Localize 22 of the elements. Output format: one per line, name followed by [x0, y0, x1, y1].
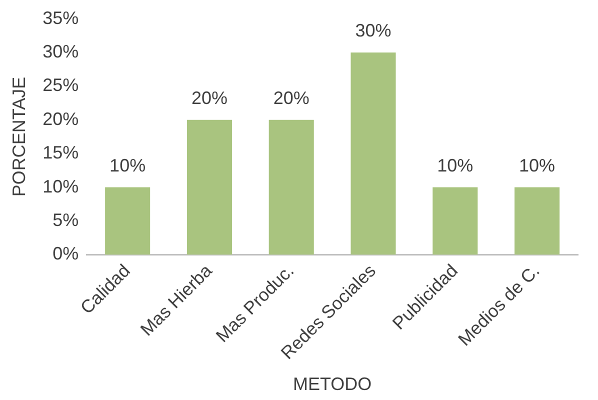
data-label: 20%: [273, 88, 310, 108]
data-label: 20%: [191, 88, 228, 108]
y-tick-label: 0%: [52, 244, 79, 264]
x-axis-title: METODO: [292, 374, 372, 394]
bar: [514, 187, 560, 255]
y-tick-label: 10%: [42, 176, 79, 196]
y-tick-label: 25%: [42, 75, 79, 96]
data-label: 10%: [110, 155, 146, 176]
y-tick-label: 5%: [52, 210, 79, 230]
y-tick-label: 35%: [42, 8, 79, 28]
data-label: 30%: [355, 20, 392, 40]
bar: [350, 52, 396, 255]
y-axis-title: PORCENTAJE: [8, 76, 29, 197]
bar: [432, 187, 478, 255]
y-tick-label: 15%: [42, 142, 79, 163]
bar: [105, 187, 150, 255]
bar: [268, 120, 314, 255]
data-label: 10%: [437, 155, 474, 176]
y-tick-label: 30%: [42, 41, 79, 62]
y-tick-label: 20%: [42, 108, 79, 129]
bar: [186, 120, 232, 255]
data-label: 10%: [519, 155, 556, 176]
